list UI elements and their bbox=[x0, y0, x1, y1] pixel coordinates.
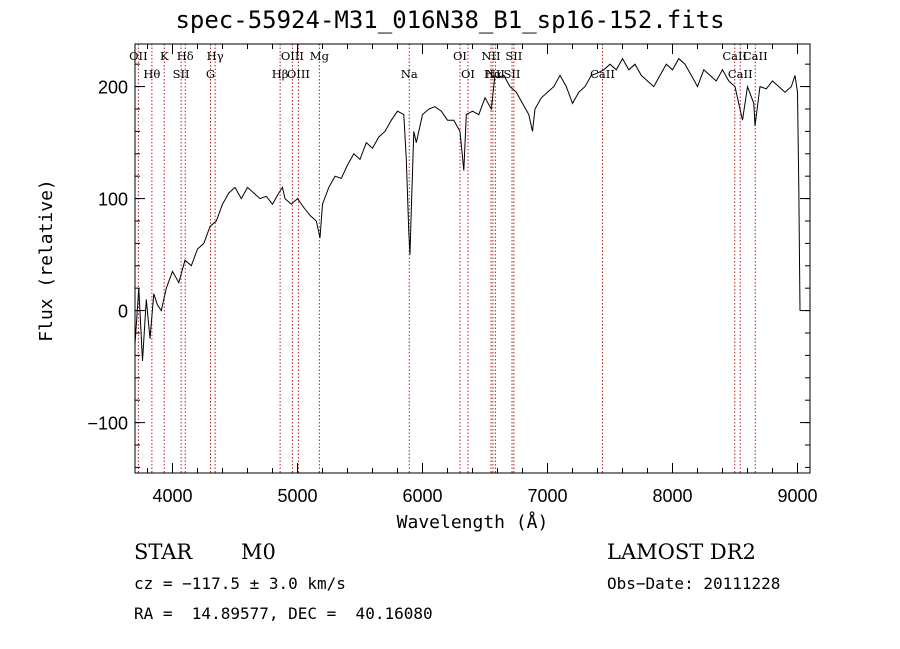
redshift-text: cz = −117.5 ± 3.0 km/s bbox=[134, 574, 346, 593]
plot-frame bbox=[134, 43, 811, 474]
x-tick-label: 5000 bbox=[277, 486, 317, 506]
line-marker-label: Na bbox=[401, 67, 418, 81]
x-axis-label: Wavelength (Å) bbox=[397, 511, 549, 533]
x-tick-label: 8000 bbox=[652, 486, 692, 506]
line-marker-label: OI bbox=[453, 49, 467, 63]
x-tick-label: 7000 bbox=[527, 486, 567, 506]
y-tick-label: 0 bbox=[118, 302, 128, 322]
line-marker-label: NII bbox=[486, 67, 505, 81]
y-axis-label: Flux (relative) bbox=[36, 179, 57, 342]
line-marker-label: OIII bbox=[281, 49, 304, 63]
line-marker-label: G bbox=[206, 67, 215, 81]
line-marker-label: SII bbox=[504, 67, 521, 81]
axis-ticks bbox=[135, 44, 810, 473]
x-tick-label: 4000 bbox=[152, 486, 192, 506]
axis-tick-labels: 4000 5000 6000 7000 8000 9000 −100 0 100 200 bbox=[87, 78, 817, 506]
line-marker-label: SII bbox=[173, 67, 190, 81]
line-marker-label: Hβ bbox=[272, 67, 289, 81]
survey-name: LAMOST DR2 bbox=[607, 540, 756, 564]
object-subclass: M0 bbox=[241, 540, 276, 564]
line-marker-label: Hδ bbox=[177, 49, 194, 63]
x-tick-label: 6000 bbox=[402, 486, 442, 506]
line-marker-label: K bbox=[160, 49, 169, 63]
y-tick-label: 200 bbox=[98, 78, 128, 98]
line-marker-label: Mg bbox=[310, 49, 330, 63]
y-tick-label: −100 bbox=[87, 414, 128, 434]
line-marker-group bbox=[137, 44, 756, 473]
line-marker-label: NII bbox=[481, 49, 500, 63]
y-tick-label: 100 bbox=[98, 190, 128, 210]
obs-date-text: Obs−Date: 20111228 bbox=[607, 574, 781, 593]
object-class: STAR bbox=[134, 540, 193, 564]
line-marker-label: Hγ bbox=[207, 49, 224, 63]
line-marker-label: Hθ bbox=[143, 67, 160, 81]
line-marker-label: CaII bbox=[743, 49, 768, 63]
spectrum-line bbox=[134, 57, 801, 362]
line-marker-label: CaII bbox=[722, 49, 747, 63]
x-tick-label: 9000 bbox=[777, 486, 817, 506]
line-marker-label: OIII bbox=[287, 67, 310, 81]
chart-title: spec-55924-M31_016N38_B1_sp16-152.fits bbox=[175, 6, 725, 34]
line-marker-label: OI bbox=[461, 67, 475, 81]
line-marker-label: CaII bbox=[728, 67, 753, 81]
line-label-group: OIIHθKSIIHδGHγHβOIIIOIIIMgNaOIOINIIHαNII… bbox=[129, 49, 768, 81]
line-marker-label: OII bbox=[129, 49, 148, 63]
line-marker-label: SII bbox=[505, 49, 522, 63]
coordinates-text: RA = 14.89577, DEC = 40.16080 bbox=[134, 604, 433, 623]
line-marker-label: CaII bbox=[590, 67, 615, 81]
